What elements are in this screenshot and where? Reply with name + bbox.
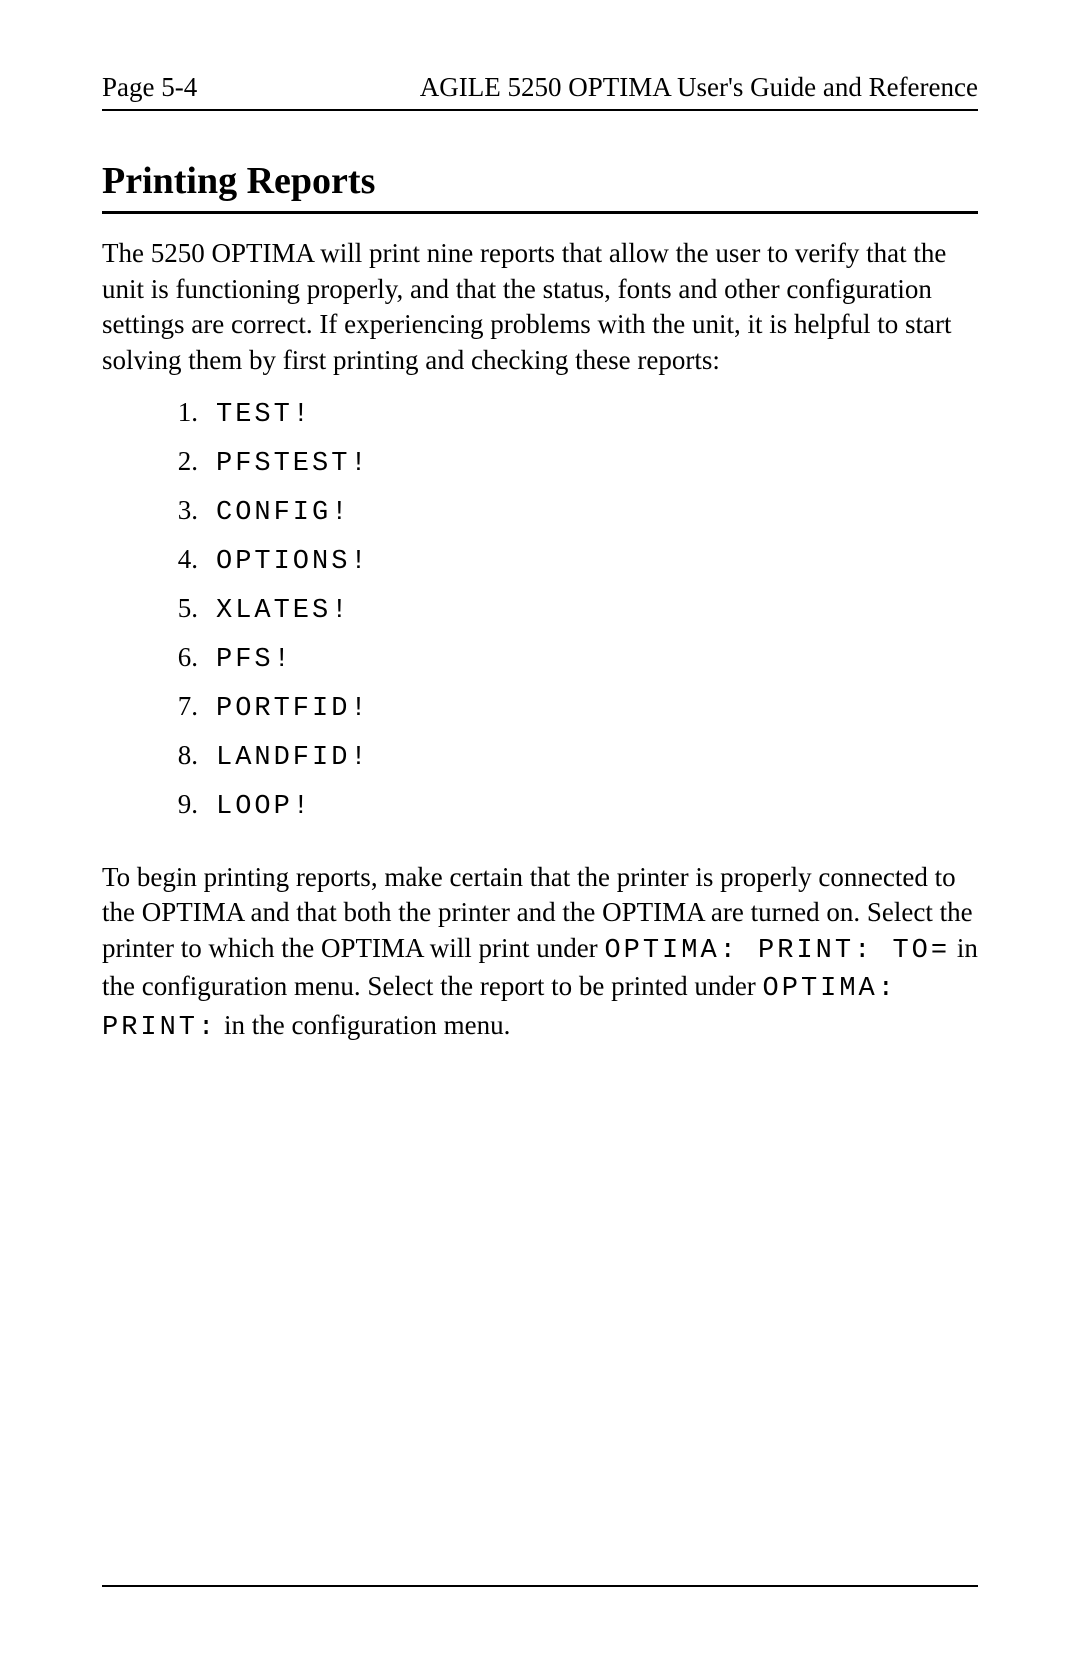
intro-paragraph: The 5250 OPTIMA will print nine reports … — [102, 236, 978, 379]
list-item-label: OPTIONS! — [216, 547, 370, 577]
list-item-number: 7. — [164, 691, 198, 722]
list-item: 6. PFS! — [164, 642, 978, 675]
list-item: 7. PORTFID! — [164, 691, 978, 724]
list-item-label: CONFIG! — [216, 498, 350, 528]
document-title: AGILE 5250 OPTIMA User's Guide and Refer… — [420, 72, 978, 103]
list-item-number: 2. — [164, 446, 198, 477]
closing-mono1: OPTIMA: PRINT: TO= — [604, 936, 950, 966]
list-item-number: 6. — [164, 642, 198, 673]
list-item-label: PORTFID! — [216, 694, 370, 724]
list-item: 1. TEST! — [164, 397, 978, 430]
list-item: 8. LANDFID! — [164, 740, 978, 773]
closing-paragraph: To begin printing reports, make certain … — [102, 860, 978, 1047]
list-item: 9. LOOP! — [164, 789, 978, 822]
list-item-label: PFSTEST! — [216, 449, 370, 479]
list-item-label: TEST! — [216, 400, 312, 430]
list-item: 3. CONFIG! — [164, 495, 978, 528]
list-item-number: 1. — [164, 397, 198, 428]
report-list: 1. TEST! 2. PFSTEST! 3. CONFIG! 4. OPTIO… — [102, 397, 978, 838]
list-item-label: LOOP! — [216, 792, 312, 822]
list-item: 4. OPTIONS! — [164, 544, 978, 577]
list-item-number: 5. — [164, 593, 198, 624]
list-item-label: PFS! — [216, 645, 293, 675]
list-item-label: XLATES! — [216, 596, 350, 626]
footer-rule — [102, 1585, 978, 1587]
list-item-number: 8. — [164, 740, 198, 771]
closing-seg3: in the configuration menu. — [217, 1010, 510, 1040]
list-item-label: LANDFID! — [216, 743, 370, 773]
page-header: Page 5-4 AGILE 5250 OPTIMA User's Guide … — [102, 72, 978, 111]
list-item-number: 3. — [164, 495, 198, 526]
page-number-label: Page 5-4 — [102, 72, 197, 103]
list-item-number: 4. — [164, 544, 198, 575]
list-item: 2. PFSTEST! — [164, 446, 978, 479]
list-item-number: 9. — [164, 789, 198, 820]
section-title: Printing Reports — [102, 159, 978, 214]
page: Page 5-4 AGILE 5250 OPTIMA User's Guide … — [0, 0, 1080, 1669]
list-item: 5. XLATES! — [164, 593, 978, 626]
